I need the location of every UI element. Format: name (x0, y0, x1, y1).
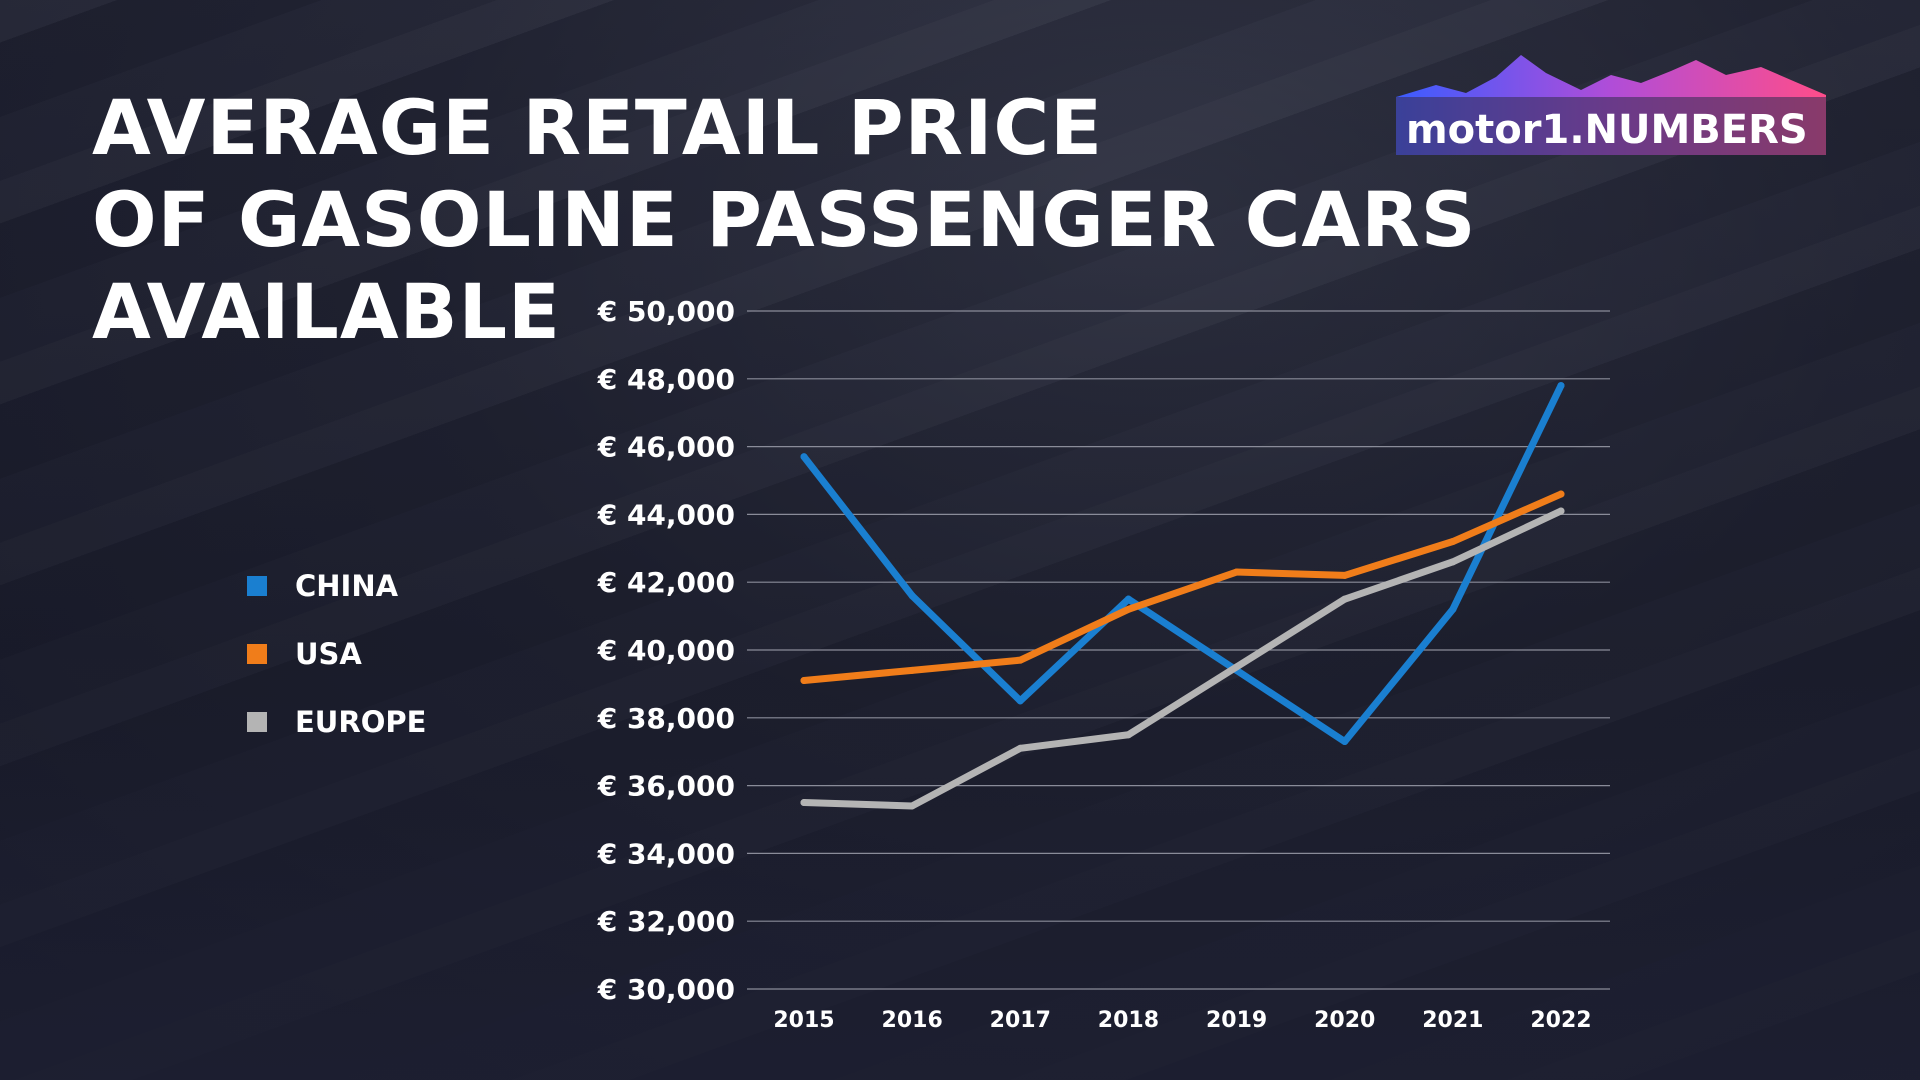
data-point-europe (908, 802, 916, 810)
legend-label-europe: EUROPE (295, 705, 427, 739)
data-point-usa (908, 666, 916, 674)
data-point-china (1449, 605, 1457, 613)
data-point-usa (1449, 538, 1457, 546)
y-tick-label: € 34,000 (597, 837, 735, 870)
data-point-china (1341, 738, 1349, 746)
legend-label-china: CHINA (295, 569, 399, 603)
data-point-europe (1449, 558, 1457, 566)
data-point-europe (1124, 731, 1132, 739)
chart-title: AVERAGE RETAIL PRICE OF GASOLINE PASSENG… (92, 82, 1920, 358)
legend-item-china: CHINA (247, 552, 426, 620)
data-point-china (1124, 595, 1132, 603)
legend-item-europe: EUROPE (247, 688, 426, 756)
legend-item-usa: USA (247, 620, 426, 688)
y-tick-label: € 48,000 (597, 363, 735, 396)
x-tick-label: 2020 (1314, 1008, 1375, 1033)
title-line-2: OF GASOLINE PASSENGER CARS AVAILABLE (92, 175, 1477, 356)
data-point-china (1557, 382, 1565, 390)
legend-swatch-europe (247, 712, 267, 732)
y-tick-label: € 30,000 (597, 973, 735, 1006)
data-point-usa (1341, 571, 1349, 579)
y-tick-label: € 42,000 (597, 566, 735, 599)
legend-swatch-usa (247, 644, 267, 664)
series-line-europe (800, 507, 1565, 810)
data-point-europe (1341, 595, 1349, 603)
data-point-usa (800, 677, 808, 685)
legend-label-usa: USA (295, 637, 362, 671)
y-tick-label: € 36,000 (597, 770, 735, 803)
x-tick-label: 2017 (990, 1008, 1051, 1033)
x-tick-label: 2016 (882, 1008, 943, 1033)
data-point-usa (1016, 656, 1024, 664)
x-tick-label: 2019 (1206, 1008, 1267, 1033)
x-tick-label: 2022 (1530, 1008, 1591, 1033)
data-point-europe (800, 799, 808, 807)
data-point-europe (1233, 663, 1241, 671)
data-point-china (1016, 697, 1024, 705)
data-point-china (908, 592, 916, 600)
series-line-usa (800, 490, 1565, 685)
logo-text: motor1.NUMBERS (1406, 107, 1808, 153)
y-tick-label: € 40,000 (597, 634, 735, 667)
motor1-numbers-logo: motor1.NUMBERS (1396, 55, 1826, 167)
data-point-usa (1124, 605, 1132, 613)
title-line-1: AVERAGE RETAIL PRICE (92, 83, 1104, 172)
y-tick-label: € 44,000 (597, 498, 735, 531)
x-tick-label: 2018 (1098, 1008, 1159, 1033)
x-tick-label: 2015 (773, 1008, 834, 1033)
legend-swatch-china (247, 576, 267, 596)
data-point-usa (1233, 568, 1241, 576)
data-point-china (800, 453, 808, 461)
data-point-europe (1557, 507, 1565, 515)
series-line-china (800, 382, 1565, 746)
data-point-usa (1557, 490, 1565, 498)
data-point-europe (1016, 744, 1024, 752)
y-tick-label: € 38,000 (597, 702, 735, 735)
y-tick-label: € 50,000 (597, 295, 735, 328)
y-tick-label: € 46,000 (597, 431, 735, 464)
x-tick-label: 2021 (1422, 1008, 1483, 1033)
y-tick-label: € 32,000 (597, 905, 735, 938)
legend: CHINA USA EUROPE (247, 552, 426, 756)
